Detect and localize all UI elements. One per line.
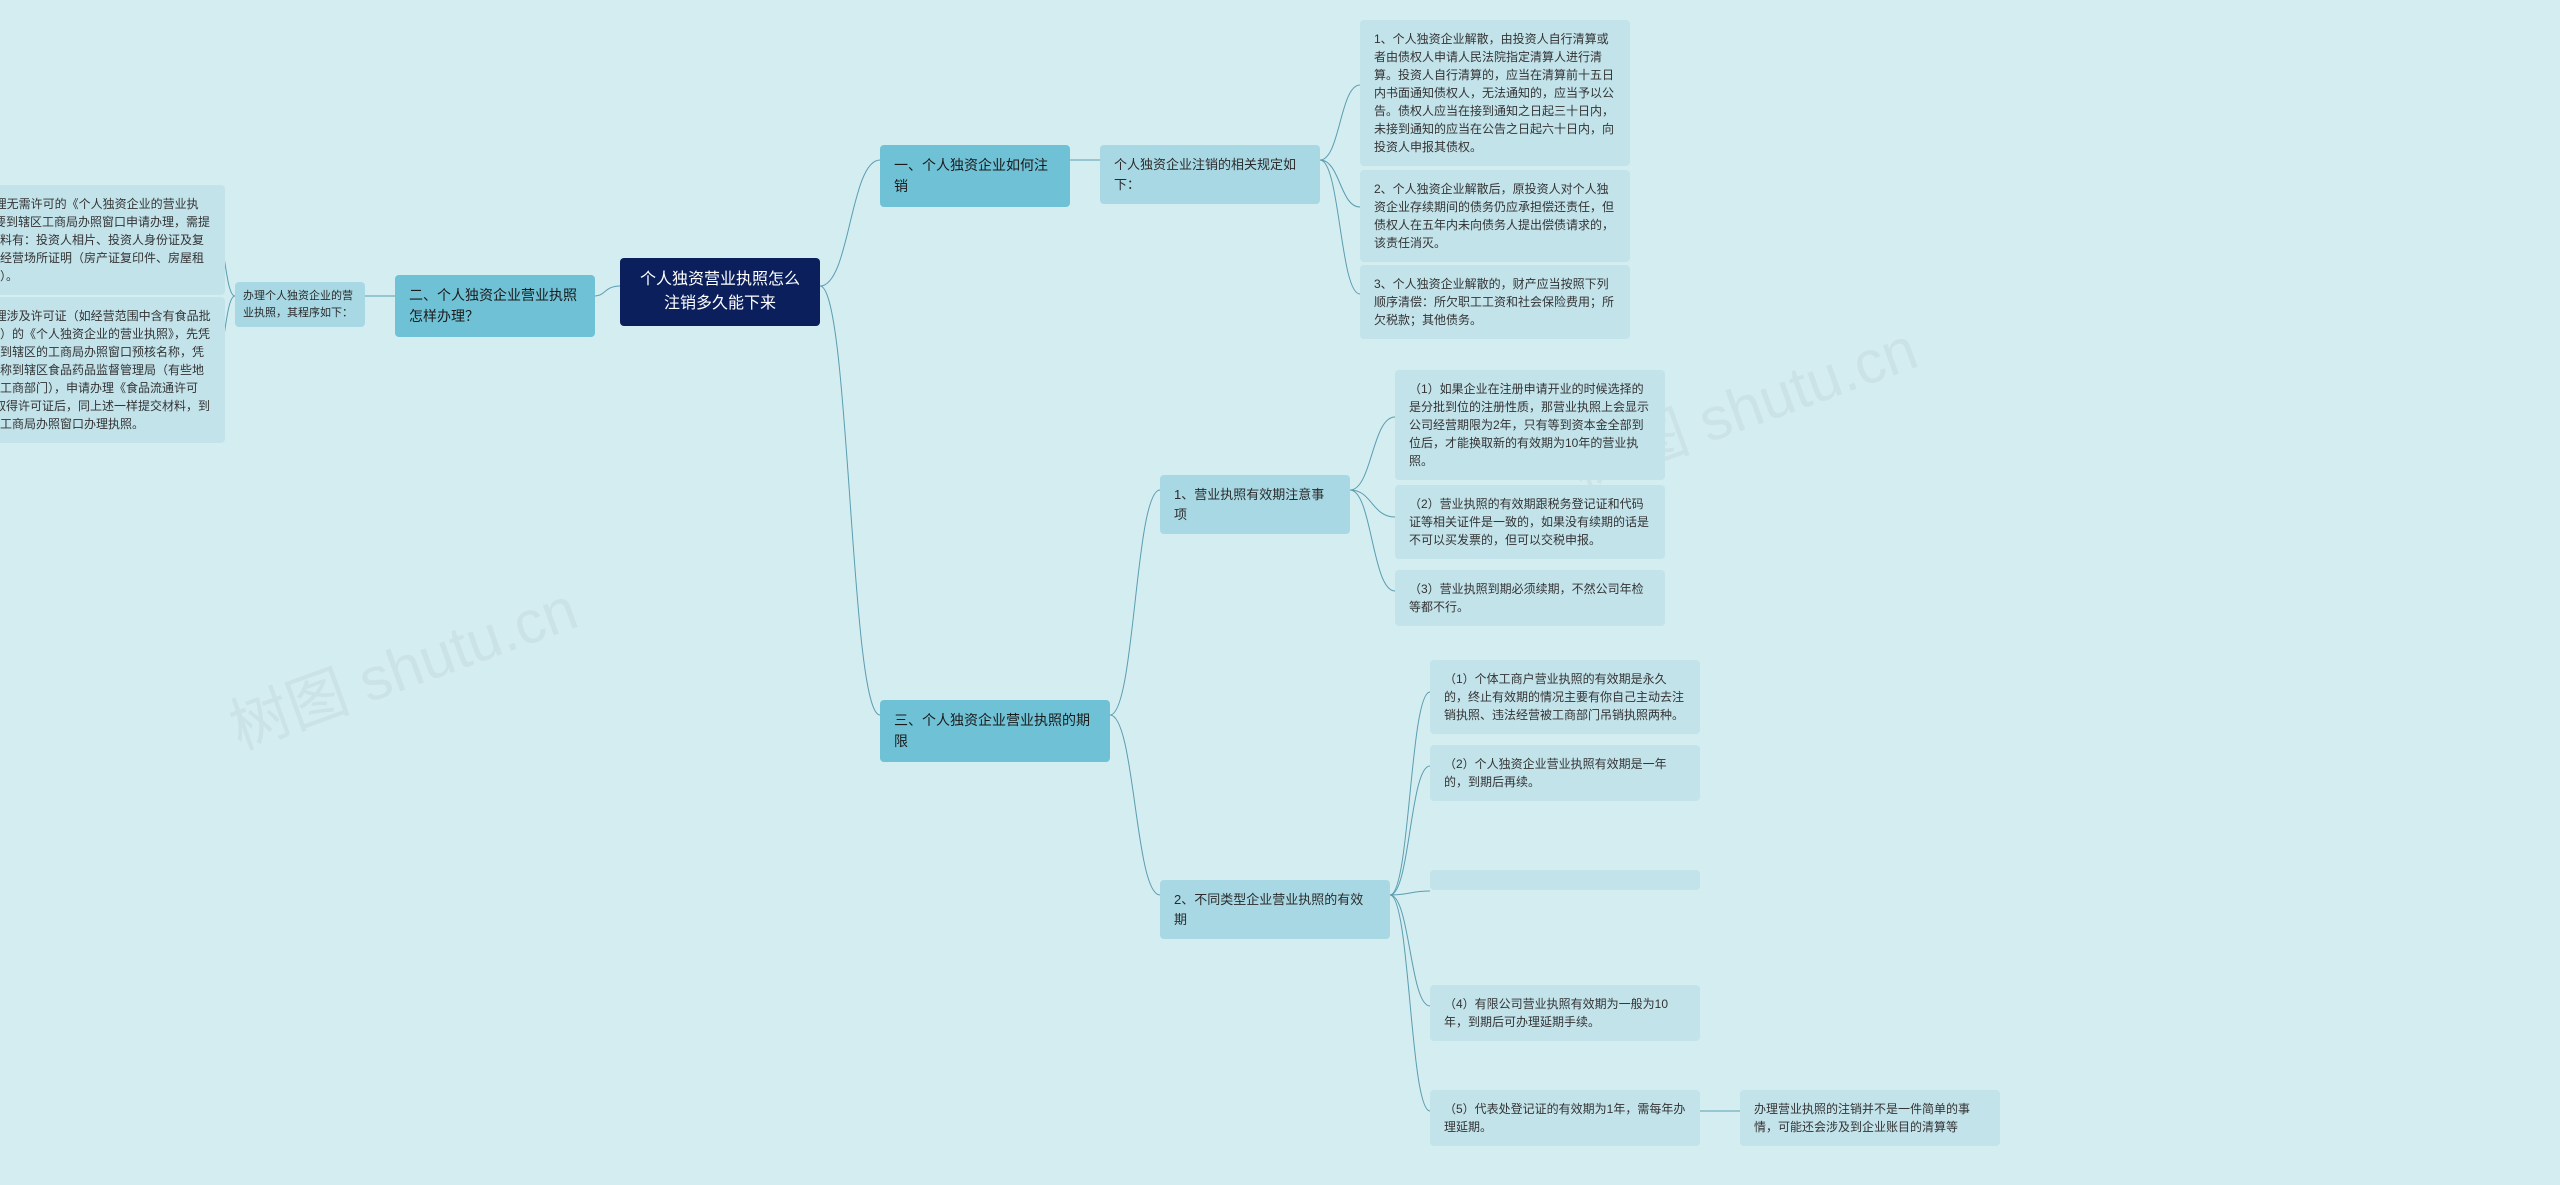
node-b3c2a-label: （1）个体工商户营业执照的有效期是永久的，终止有效期的情况主要有你自己主动去注销… bbox=[1444, 672, 1684, 722]
branch-3-child-1-label: 1、营业执照有效期注意事项 bbox=[1174, 487, 1324, 522]
branch-3-child-1[interactable]: 1、营业执照有效期注意事项 bbox=[1160, 475, 1350, 534]
node-b3c2c[interactable] bbox=[1430, 870, 1700, 890]
branch-3[interactable]: 三、个人独资企业营业执照的期限 bbox=[880, 700, 1110, 762]
branch-1-label: 一、个人独资企业如何注销 bbox=[894, 157, 1048, 194]
node-b3c2d-label: （4）有限公司营业执照有效期为一般为10年，到期后可办理延期手续。 bbox=[1444, 997, 1668, 1029]
root-label: 个人独资营业执照怎么注销多久能下来 bbox=[640, 271, 800, 312]
node-b1c1c-label: 3、个人独资企业解散的，财产应当按照下列顺序清偿：所欠职工工资和社会保险费用；所… bbox=[1374, 277, 1614, 327]
node-b1c1a-label: 1、个人独资企业解散，由投资人自行清算或者由债权人申请人民法院指定清算人进行清算… bbox=[1374, 32, 1614, 154]
branch-2-child-1[interactable]: 办理个人独资企业的营业执照，其程序如下： bbox=[235, 282, 365, 327]
node-b3c2e1-label: 办理营业执照的注销并不是一件简单的事情，可能还会涉及到企业账目的清算等 bbox=[1754, 1102, 1970, 1134]
watermark-1: 树图 shutu.cn bbox=[216, 560, 587, 766]
branch-3-child-2[interactable]: 2、不同类型企业营业执照的有效期 bbox=[1160, 880, 1390, 939]
node-b3c1b[interactable]: （2）营业执照的有效期跟税务登记证和代码证等相关证件是一致的，如果没有续期的话是… bbox=[1395, 485, 1665, 559]
branch-2-child-1-label: 办理个人独资企业的营业执照，其程序如下： bbox=[243, 290, 353, 319]
node-b2c1b[interactable]: 2、办理涉及许可证（如经营范围中含有食品批发零售）的《个人独资企业的营业执照》，… bbox=[0, 297, 225, 443]
node-b3c1a[interactable]: （1）如果企业在注册申请开业的时候选择的是分批到位的注册性质，那营业执照上会显示… bbox=[1395, 370, 1665, 480]
branch-1-child-1[interactable]: 个人独资企业注销的相关规定如下： bbox=[1100, 145, 1320, 204]
node-b2c1b-label: 2、办理涉及许可证（如经营范围中含有食品批发零售）的《个人独资企业的营业执照》，… bbox=[0, 309, 211, 431]
node-b3c2b-label: （2）个人独资企业营业执照有效期是一年的，到期后再续。 bbox=[1444, 757, 1667, 789]
branch-1[interactable]: 一、个人独资企业如何注销 bbox=[880, 145, 1070, 207]
branch-2[interactable]: 二、个人独资企业营业执照怎样办理？ bbox=[395, 275, 595, 337]
node-b3c2d[interactable]: （4）有限公司营业执照有效期为一般为10年，到期后可办理延期手续。 bbox=[1430, 985, 1700, 1041]
node-b3c1c[interactable]: （3）营业执照到期必须续期，不然公司年检等都不行。 bbox=[1395, 570, 1665, 626]
node-b3c2e-label: （5）代表处登记证的有效期为1年，需每年办理延期。 bbox=[1444, 1102, 1685, 1134]
node-b3c2a[interactable]: （1）个体工商户营业执照的有效期是永久的，终止有效期的情况主要有你自己主动去注销… bbox=[1430, 660, 1700, 734]
node-b1c1b[interactable]: 2、个人独资企业解散后，原投资人对个人独资企业存续期间的债务仍应承担偿还责任，但… bbox=[1360, 170, 1630, 262]
node-b3c1c-label: （3）营业执照到期必须续期，不然公司年检等都不行。 bbox=[1409, 582, 1644, 614]
node-b1c1b-label: 2、个人独资企业解散后，原投资人对个人独资企业存续期间的债务仍应承担偿还责任，但… bbox=[1374, 182, 1614, 250]
root-node[interactable]: 个人独资营业执照怎么注销多久能下来 bbox=[620, 258, 820, 326]
node-b3c1a-label: （1）如果企业在注册申请开业的时候选择的是分批到位的注册性质，那营业执照上会显示… bbox=[1409, 382, 1649, 468]
node-b2c1a[interactable]: 1、办理无需许可的《个人独资企业的营业执照》，要到辖区工商局办照窗口申请办理，需… bbox=[0, 185, 225, 295]
node-b3c2b[interactable]: （2）个人独资企业营业执照有效期是一年的，到期后再续。 bbox=[1430, 745, 1700, 801]
branch-3-label: 三、个人独资企业营业执照的期限 bbox=[894, 712, 1090, 749]
node-b3c1b-label: （2）营业执照的有效期跟税务登记证和代码证等相关证件是一致的，如果没有续期的话是… bbox=[1409, 497, 1649, 547]
branch-3-child-2-label: 2、不同类型企业营业执照的有效期 bbox=[1174, 892, 1363, 927]
node-b3c2e[interactable]: （5）代表处登记证的有效期为1年，需每年办理延期。 bbox=[1430, 1090, 1700, 1146]
node-b1c1a[interactable]: 1、个人独资企业解散，由投资人自行清算或者由债权人申请人民法院指定清算人进行清算… bbox=[1360, 20, 1630, 166]
node-b2c1a-label: 1、办理无需许可的《个人独资企业的营业执照》，要到辖区工商局办照窗口申请办理，需… bbox=[0, 197, 210, 283]
branch-1-child-1-label: 个人独资企业注销的相关规定如下： bbox=[1114, 157, 1296, 192]
branch-2-label: 二、个人独资企业营业执照怎样办理？ bbox=[409, 287, 577, 324]
node-b3c2e1[interactable]: 办理营业执照的注销并不是一件简单的事情，可能还会涉及到企业账目的清算等 bbox=[1740, 1090, 2000, 1146]
node-b1c1c[interactable]: 3、个人独资企业解散的，财产应当按照下列顺序清偿：所欠职工工资和社会保险费用；所… bbox=[1360, 265, 1630, 339]
